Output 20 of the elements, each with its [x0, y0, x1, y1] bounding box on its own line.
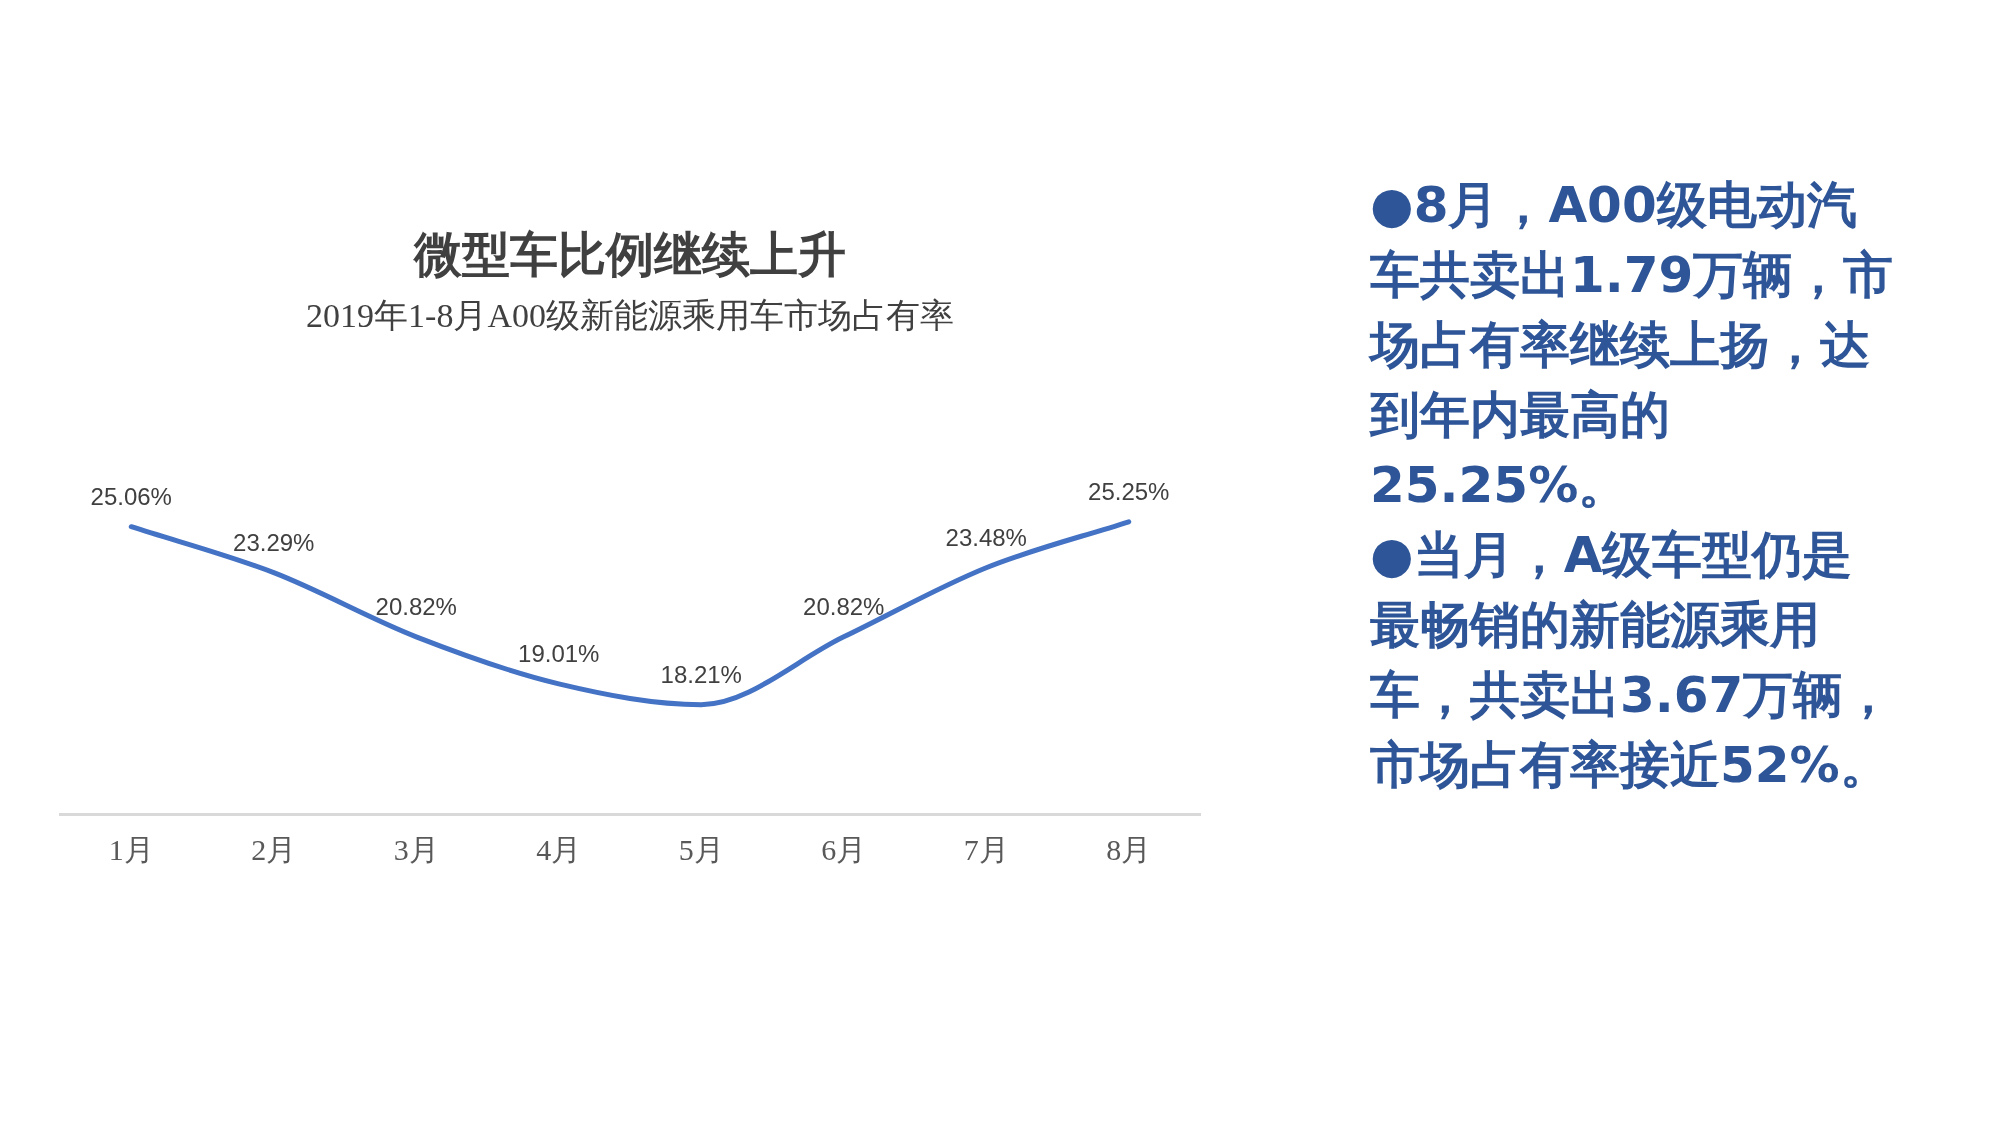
x-tick-label: 5月	[678, 832, 724, 866]
chart-title: 微型车比例继续上升	[412, 228, 846, 282]
x-tick-label: 1月	[108, 832, 154, 866]
x-tick-label: 4月	[536, 832, 582, 866]
data-label: 18.21%	[660, 660, 742, 688]
x-tick-label: 2月	[251, 832, 297, 866]
chart-subtitle: 2019年1-8月A00级新能源乘用车市场占有率	[306, 296, 954, 334]
x-tick-label: 8月	[1106, 832, 1152, 866]
x-tick-label: 6月	[821, 832, 867, 866]
x-tick-label: 3月	[393, 832, 439, 866]
data-label: 23.29%	[233, 528, 315, 556]
data-label: 23.48%	[945, 523, 1027, 551]
data-label: 20.82%	[803, 592, 885, 620]
data-label: 25.06%	[90, 482, 172, 510]
text: ●当月，A级车型仍是最畅销的新能源乘用车，共卖出3.67万辆，市场占有率接近52%。	[1370, 525, 1895, 796]
data-label: 25.25%	[1088, 477, 1170, 505]
x-tick-label: 7月	[963, 832, 1009, 866]
data-label: 20.82%	[375, 592, 457, 620]
data-label: 19.01%	[518, 639, 600, 667]
text: ●8月，A00级电动汽车共卖出1.79万辆，市场占有率继续上扬，达到年内最高的25.25%。	[1370, 175, 1895, 516]
